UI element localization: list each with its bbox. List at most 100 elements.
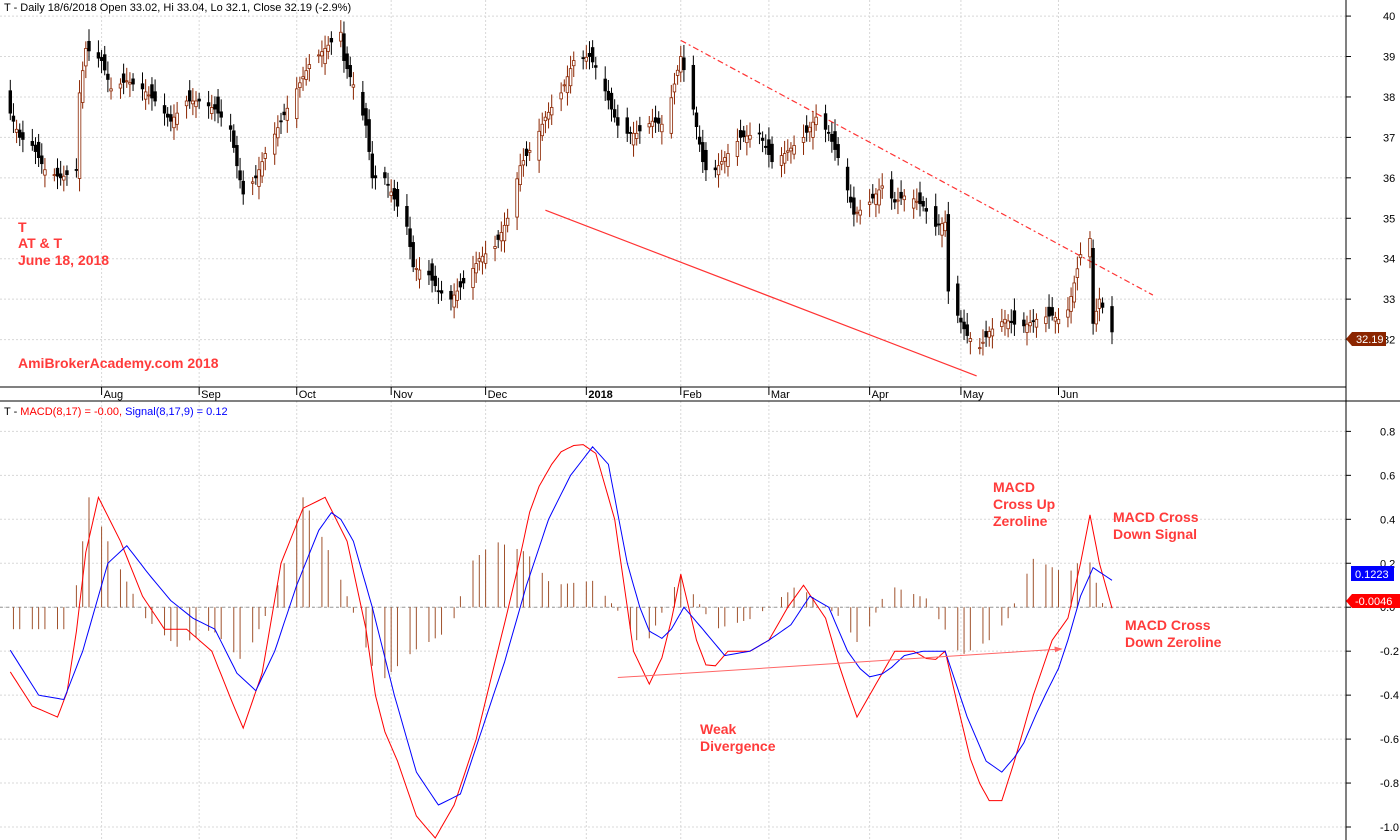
- candle-body: [194, 100, 198, 108]
- candle-body: [940, 223, 944, 236]
- price-candle: [704, 142, 708, 182]
- candle-body: [990, 328, 995, 337]
- price-candle: [143, 79, 148, 110]
- price-candle: [389, 179, 393, 203]
- candle-body: [273, 133, 277, 155]
- price-candle: [317, 49, 321, 64]
- price-candle: [140, 72, 145, 101]
- candle-body: [587, 53, 592, 57]
- price-candle: [808, 121, 812, 142]
- price-candle: [616, 104, 620, 139]
- candle-body: [537, 130, 541, 161]
- candle-body: [603, 78, 607, 92]
- candle-body: [672, 83, 677, 93]
- macd-value-badge: -0.0046: [1346, 594, 1400, 608]
- time-axis: Aug Sep Oct Nov Dec 2018 Feb Mar Apr May Jun: [101, 387, 1078, 401]
- candle-body: [713, 167, 718, 171]
- candle-body: [96, 52, 101, 59]
- candle-body: [143, 91, 148, 100]
- price-candle: [21, 120, 25, 153]
- candle-body: [738, 130, 743, 138]
- x-tick-label: 2018: [588, 389, 612, 401]
- candle-body: [515, 178, 519, 218]
- price-candle: [414, 259, 419, 282]
- candle-body: [386, 183, 390, 186]
- candle-body: [770, 143, 774, 163]
- candle-body: [254, 175, 258, 179]
- price-candle: [1100, 297, 1105, 314]
- macd-tick-label: 0.8: [1380, 426, 1395, 438]
- candle-body: [978, 347, 982, 350]
- candle-body: [1044, 316, 1048, 324]
- price-candle: [764, 134, 768, 155]
- candle-body: [30, 141, 35, 146]
- candle-body: [543, 116, 548, 122]
- candle-body: [433, 275, 437, 287]
- candle-body: [527, 150, 532, 153]
- candle-body: [786, 150, 790, 153]
- candle-body: [924, 208, 928, 212]
- candle-body: [14, 128, 19, 133]
- price-candle: [213, 96, 217, 122]
- price-candle: [896, 187, 900, 215]
- candle-body: [584, 56, 589, 62]
- price-candle: [647, 116, 651, 134]
- candle-body: [109, 88, 113, 92]
- price-candle: [40, 143, 44, 174]
- price-candle: [436, 277, 441, 304]
- price-candle: [250, 176, 255, 196]
- weak-divergence-arrow: [617, 646, 1063, 679]
- candle-body: [823, 113, 828, 130]
- price-candle: [329, 31, 334, 55]
- price-candle: [36, 133, 41, 167]
- price-candle: [439, 280, 444, 301]
- price-candle: [968, 332, 973, 355]
- price-candle: [1003, 309, 1007, 336]
- candle-body: [103, 54, 107, 71]
- candle-body: [723, 157, 727, 162]
- macd-line: [9, 444, 1113, 839]
- price-candle: [801, 124, 806, 155]
- candle-body: [77, 92, 82, 179]
- candle-body: [40, 155, 44, 165]
- candle-body: [779, 155, 784, 166]
- candle-body: [956, 283, 960, 316]
- price-candle: [1056, 308, 1061, 334]
- price-candle: [326, 36, 330, 60]
- price-candle: [323, 35, 327, 75]
- candle-body: [219, 111, 223, 118]
- price-candle: [713, 159, 718, 178]
- macd-axis: -1.0-0.8-0.6-0.4-0.20.00.20.40.60.8: [1346, 426, 1399, 834]
- price-candle: [206, 90, 211, 119]
- trendline: [545, 209, 977, 377]
- price-candle: [638, 116, 642, 144]
- price-candle: [1094, 298, 1098, 332]
- candle-body: [1066, 309, 1070, 318]
- price-candle: [855, 206, 859, 223]
- candle-body: [373, 175, 378, 179]
- candle-body: [638, 125, 642, 132]
- candle-body: [106, 73, 110, 80]
- candle-body: [329, 37, 334, 43]
- price-candle: [981, 329, 985, 356]
- cross-down-signal-line1: MACD Cross: [1113, 509, 1199, 525]
- candle-body: [760, 137, 765, 141]
- price-candle: [351, 72, 356, 100]
- candle-body: [1034, 318, 1039, 328]
- candle-body: [471, 267, 475, 288]
- candle-body: [937, 223, 941, 226]
- price-candle: [210, 94, 214, 120]
- price-candle: [742, 125, 746, 143]
- candle-body: [1031, 320, 1036, 323]
- price-candle: [833, 119, 837, 161]
- macd-tick-label: 0.4: [1380, 514, 1395, 526]
- candle-body: [427, 270, 431, 276]
- price-candle: [1072, 275, 1076, 309]
- candle-body: [679, 56, 683, 73]
- price-candle: [899, 180, 903, 206]
- macd-tick-label: -0.8: [1380, 778, 1399, 790]
- candle-body: [499, 232, 504, 242]
- price-candle: [1078, 242, 1083, 266]
- price-tick-label: 40: [1383, 11, 1395, 23]
- price-candle: [603, 66, 607, 101]
